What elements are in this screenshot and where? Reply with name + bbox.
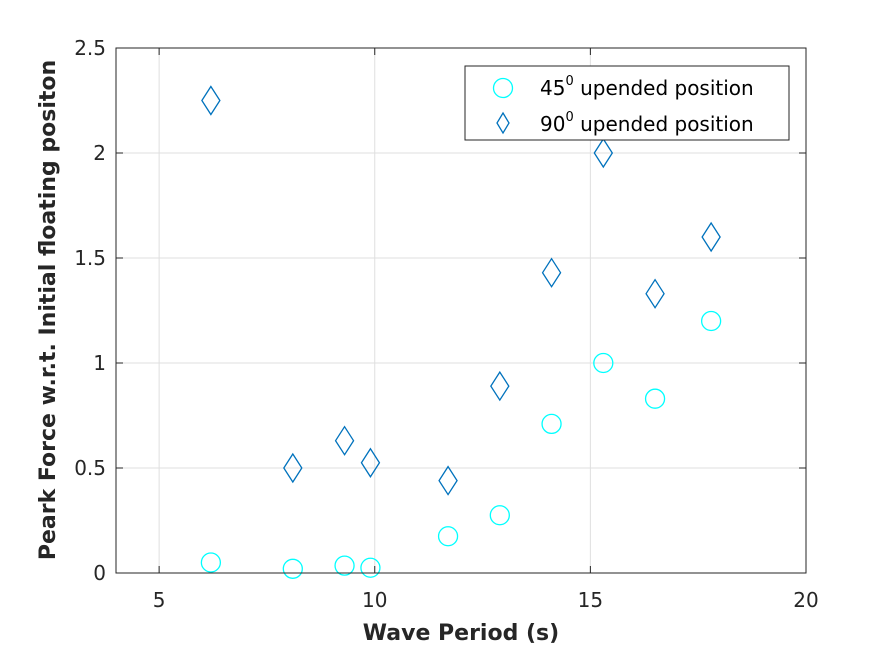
y-axis-label: Peark Force w.r.t. Initial floating posi… bbox=[36, 60, 61, 560]
legend-entry-1: 450 upended position bbox=[540, 74, 754, 100]
y-tick-label: 2.5 bbox=[74, 36, 106, 60]
y-tick-label: 1.5 bbox=[74, 246, 106, 270]
series-2-point bbox=[645, 278, 665, 309]
series-2-point bbox=[541, 257, 562, 288]
series-2-point bbox=[283, 452, 303, 484]
series-1-point bbox=[360, 557, 381, 578]
legend-entry-2: 900 upended position bbox=[540, 110, 754, 136]
legend: 450 upended position 900 upended positio… bbox=[464, 65, 790, 141]
series-2-point bbox=[438, 465, 458, 496]
axes bbox=[115, 47, 807, 574]
legend-entry-2-rest: upended position bbox=[574, 112, 754, 136]
series-1-point bbox=[437, 526, 459, 547]
tick-labels: 5 10 15 20 0 0.5 1 1.5 2 2.5 bbox=[74, 36, 819, 612]
legend-entry-1-main: 45 bbox=[540, 76, 565, 100]
series-2-point bbox=[593, 137, 614, 169]
series-1-point bbox=[334, 555, 355, 576]
y-tick-label: 0 bbox=[93, 561, 106, 585]
legend-box bbox=[464, 65, 790, 141]
legend-diamond-marker bbox=[496, 111, 510, 135]
x-tick-label: 20 bbox=[793, 588, 818, 612]
series-1-point bbox=[700, 310, 722, 332]
x-tick-label: 5 bbox=[153, 588, 166, 612]
series-2-point bbox=[201, 85, 221, 116]
y-tick-label: 2 bbox=[93, 141, 106, 165]
series-2-point bbox=[490, 370, 510, 402]
legend-entry-1-rest: upended position bbox=[574, 76, 754, 100]
legend-entry-1-sup: 0 bbox=[565, 74, 573, 89]
series-2-point bbox=[360, 447, 381, 478]
series-1-point bbox=[644, 388, 666, 409]
legend-entry-2-main: 90 bbox=[540, 112, 565, 136]
series-1-point bbox=[593, 352, 614, 374]
legend-markers bbox=[492, 77, 514, 135]
series-2-point bbox=[334, 425, 355, 456]
legend-entry-2-sup: 0 bbox=[565, 110, 573, 125]
y-tick-label: 0.5 bbox=[74, 456, 106, 480]
series-1-point bbox=[200, 552, 222, 573]
y-tick-label: 1 bbox=[93, 351, 106, 375]
series-1-point bbox=[489, 505, 510, 526]
x-tick-label: 10 bbox=[362, 588, 387, 612]
data-marks bbox=[200, 85, 722, 579]
series-1-point bbox=[541, 413, 562, 435]
legend-circle-marker bbox=[492, 77, 514, 99]
series-1-point bbox=[282, 558, 303, 579]
series-2-point bbox=[701, 221, 721, 253]
x-axis-label: Wave Period (s) bbox=[363, 621, 559, 645]
x-tick-label: 15 bbox=[578, 588, 603, 612]
axes-box bbox=[115, 47, 807, 574]
